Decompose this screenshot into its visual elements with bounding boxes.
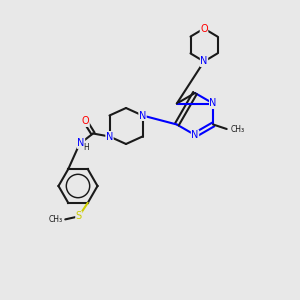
Text: N: N — [106, 131, 113, 142]
Text: N: N — [209, 98, 217, 109]
Text: N: N — [191, 130, 199, 140]
Text: S: S — [76, 212, 82, 221]
Text: N: N — [77, 138, 85, 148]
Text: O: O — [82, 116, 89, 127]
Text: CH₃: CH₃ — [230, 124, 244, 134]
Text: N: N — [139, 110, 146, 121]
Text: O: O — [200, 23, 208, 34]
Text: CH₃: CH₃ — [48, 215, 62, 224]
Text: H: H — [83, 143, 89, 152]
Text: N: N — [200, 56, 208, 67]
